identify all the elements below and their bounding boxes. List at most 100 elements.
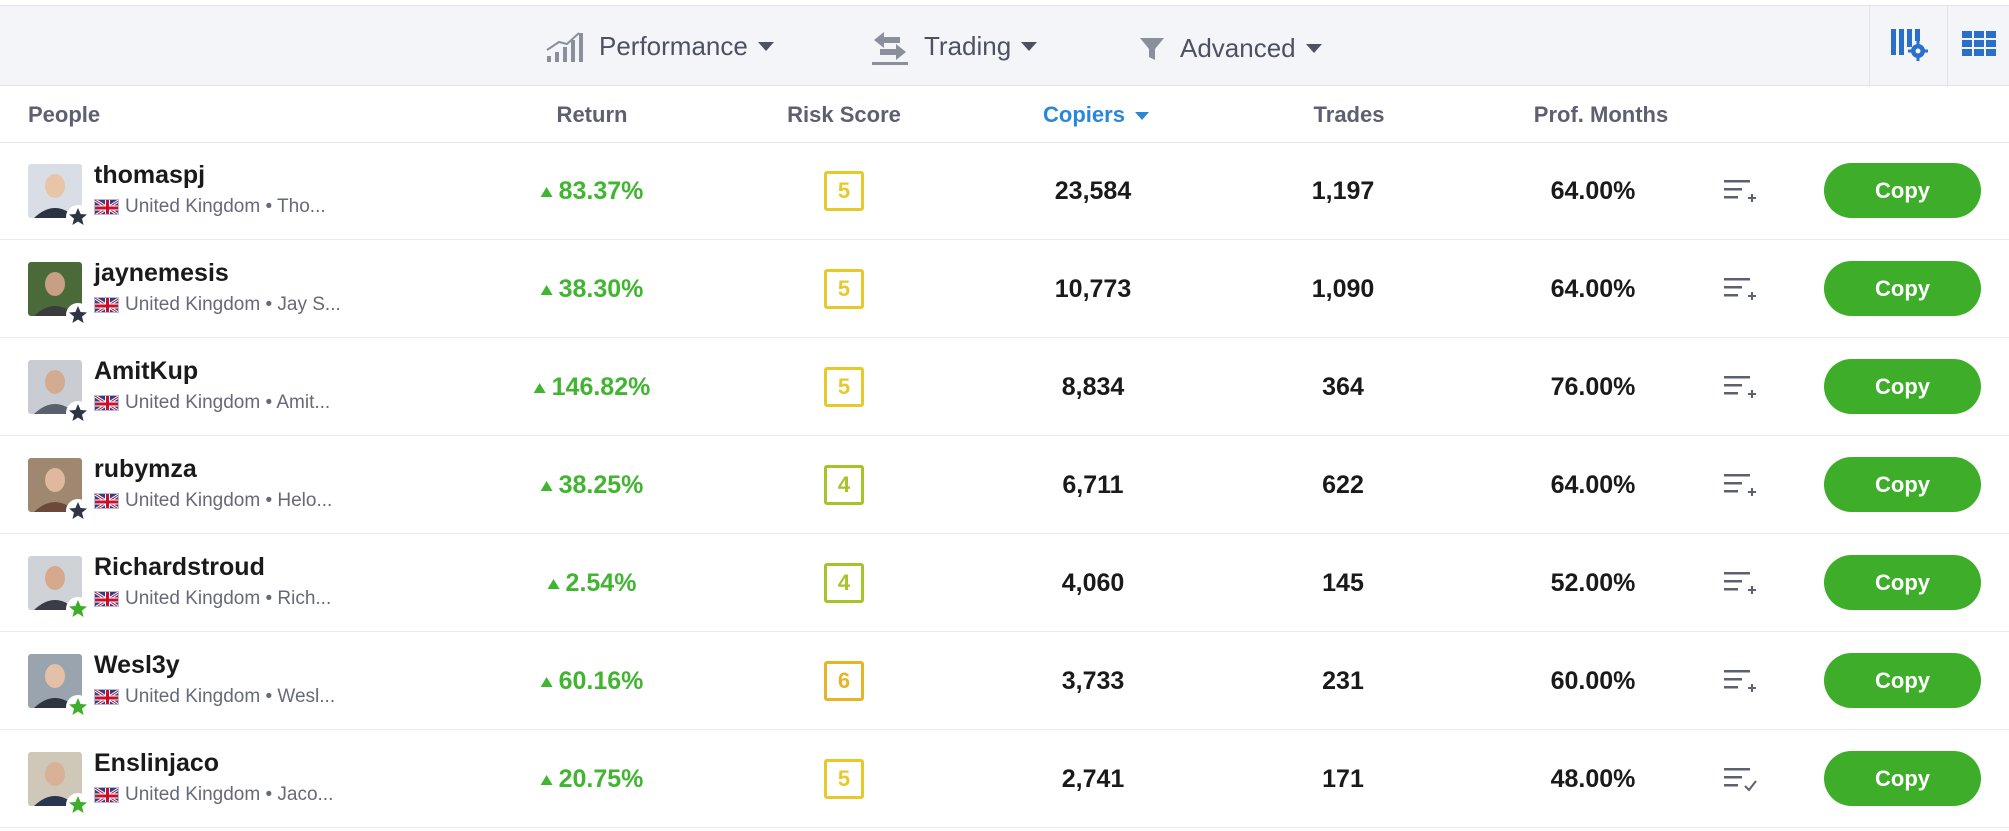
prof-months-value: 64.00% [1550, 275, 1636, 303]
copiers-value: 6,711 [1062, 471, 1124, 499]
copy-button[interactable]: Copy [1824, 555, 1981, 610]
column-header-return[interactable]: Return [556, 102, 628, 127]
grid-view-icon [1961, 31, 1996, 62]
copy-button[interactable]: Copy [1824, 359, 1981, 414]
trading-filter-label: Trading [924, 31, 1012, 61]
copy-button[interactable]: Copy [1824, 653, 1981, 708]
copy-button[interactable]: Copy [1824, 261, 1981, 316]
username-link[interactable]: Wesl3y [94, 651, 180, 679]
table-header: People Return Risk Score Copiers Trades … [0, 86, 2009, 143]
trading-filter[interactable]: Trading [870, 6, 1038, 87]
risk-score-badge: 5 [824, 171, 864, 211]
column-header-risk-score[interactable]: Risk Score [787, 102, 901, 127]
grid-view-button[interactable] [1947, 6, 2009, 87]
user-meta: United Kingdom • Rich... [94, 588, 331, 610]
star-badge-icon [66, 793, 90, 817]
star-badge-icon [66, 205, 90, 229]
risk-score-badge: 5 [824, 269, 864, 309]
star-badge-icon [66, 499, 90, 523]
username-link[interactable]: Enslinjaco [94, 749, 220, 777]
copy-button[interactable]: Copy [1824, 163, 1981, 218]
user-meta-text: United Kingdom • Jaco... [125, 784, 334, 805]
risk-score-badge: 5 [824, 759, 864, 799]
prof-months-value: 48.00% [1550, 765, 1636, 793]
add-to-watchlist-button[interactable] [1722, 666, 1758, 696]
arrow-up-icon [533, 382, 546, 393]
user-meta-text: United Kingdom • Wesl... [125, 686, 336, 707]
uk-flag-icon [94, 395, 119, 411]
add-to-watchlist-button[interactable] [1722, 470, 1758, 500]
user-meta-text: United Kingdom • Jay S... [125, 294, 341, 315]
user-meta-text: United Kingdom • Helo... [125, 490, 333, 511]
table-row[interactable]: rubymza United Kingdom • Helo... 38.25% … [0, 437, 2009, 534]
arrow-up-icon [540, 480, 553, 491]
return-value: 146.82% [533, 339, 651, 436]
return-text: 20.75% [558, 765, 644, 793]
uk-flag-icon [94, 493, 119, 509]
return-value: 38.30% [540, 241, 644, 338]
table-row[interactable]: AmitKup United Kingdom • Amit... 146.82%… [0, 339, 2009, 436]
user-meta: United Kingdom • Wesl... [94, 686, 335, 708]
avatar[interactable] [28, 262, 82, 316]
column-header-people[interactable]: People [28, 102, 101, 127]
copiers-value: 23,584 [1054, 177, 1132, 205]
trades-value: 231 [1322, 667, 1364, 695]
user-meta: United Kingdom • Jay S... [94, 294, 341, 316]
return-text: 38.25% [558, 471, 644, 499]
advanced-filter-label: Advanced [1180, 33, 1296, 63]
user-meta: United Kingdom • Helo... [94, 490, 332, 512]
add-to-watchlist-button[interactable] [1722, 372, 1758, 402]
table-row[interactable]: Richardstroud United Kingdom • Rich... 2… [0, 535, 2009, 632]
copiers-value: 8,834 [1061, 373, 1125, 401]
copy-button[interactable]: Copy [1824, 751, 1981, 806]
column-settings-button[interactable] [1869, 6, 1947, 87]
funnel-icon [1138, 35, 1166, 63]
username-link[interactable]: AmitKup [94, 357, 199, 385]
table-row[interactable]: thomaspj United Kingdom • Tho... 83.37% … [0, 143, 2009, 240]
return-text: 146.82% [551, 373, 651, 401]
add-to-watchlist-button[interactable] [1722, 274, 1758, 304]
uk-flag-icon [94, 297, 119, 313]
user-meta: United Kingdom • Jaco... [94, 784, 333, 806]
username-link[interactable]: thomaspj [94, 161, 206, 189]
return-value: 83.37% [540, 143, 644, 240]
return-text: 83.37% [558, 177, 644, 205]
username-link[interactable]: Richardstroud [94, 553, 265, 581]
table-row[interactable]: jaynemesis United Kingdom • Jay S... 38.… [0, 241, 2009, 338]
copiers-value: 4,060 [1061, 569, 1125, 597]
avatar[interactable] [28, 164, 82, 218]
prof-months-value: 52.00% [1550, 569, 1636, 597]
return-text: 38.30% [558, 275, 644, 303]
column-header-trades[interactable]: Trades [1313, 102, 1385, 127]
add-to-watchlist-button[interactable] [1722, 568, 1758, 598]
in-watchlist-button[interactable] [1722, 764, 1758, 794]
uk-flag-icon [94, 689, 119, 705]
performance-filter[interactable]: Performance [545, 6, 774, 87]
user-meta-text: United Kingdom • Rich... [125, 588, 332, 609]
copiers-value: 3,733 [1061, 667, 1125, 695]
add-to-watchlist-button[interactable] [1722, 176, 1758, 206]
column-header-prof-months[interactable]: Prof. Months [1533, 102, 1669, 127]
username-link[interactable]: jaynemesis [94, 259, 229, 287]
user-meta: United Kingdom • Tho... [94, 196, 326, 218]
table-row[interactable]: Wesl3y United Kingdom • Wesl... 60.16% 6… [0, 633, 2009, 730]
return-value: 20.75% [540, 731, 644, 828]
risk-score-badge: 4 [824, 563, 864, 603]
performance-filter-label: Performance [599, 31, 748, 61]
prof-months-value: 76.00% [1550, 373, 1636, 401]
column-header-copiers[interactable]: Copiers [1043, 86, 1149, 143]
avatar[interactable] [28, 458, 82, 512]
username-link[interactable]: rubymza [94, 455, 197, 483]
advanced-filter[interactable]: Advanced [1138, 8, 1322, 89]
table-row[interactable]: Enslinjaco United Kingdom • Jaco... 20.7… [0, 731, 2009, 828]
star-badge-icon [66, 303, 90, 327]
chevron-down-icon [1021, 42, 1038, 51]
trades-value: 171 [1322, 765, 1364, 793]
user-meta-text: United Kingdom • Amit... [125, 392, 331, 413]
trades-value: 1,090 [1311, 275, 1375, 303]
prof-months-value: 60.00% [1550, 667, 1636, 695]
copy-button[interactable]: Copy [1824, 457, 1981, 512]
column-settings-icon [1890, 27, 1928, 66]
return-text: 2.54% [565, 569, 637, 597]
trades-value: 1,197 [1311, 177, 1375, 205]
